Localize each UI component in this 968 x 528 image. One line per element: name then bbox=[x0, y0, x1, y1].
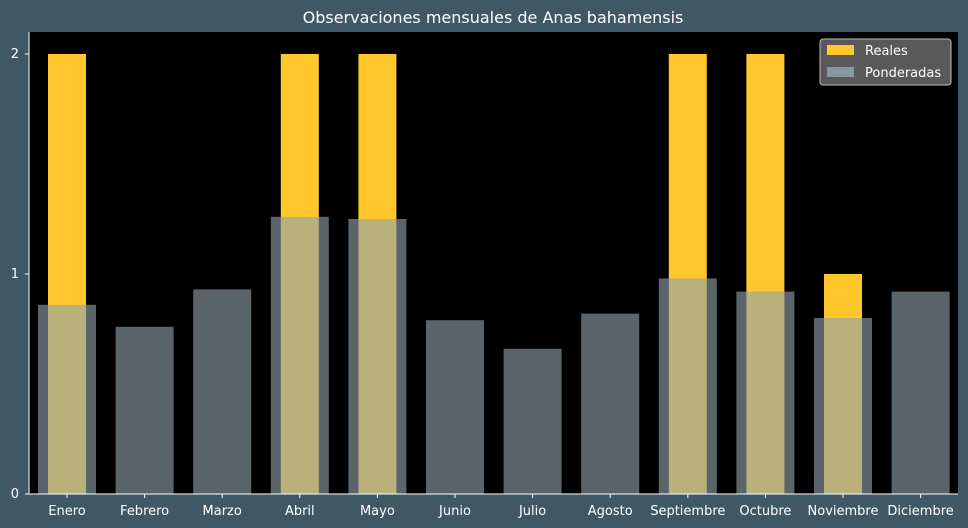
bar-ponderadas-mayo bbox=[348, 219, 407, 494]
bar-ponderadas-marzo bbox=[193, 289, 252, 494]
x-tick-label: Octubre bbox=[739, 504, 791, 519]
x-tick-label: Junio bbox=[438, 504, 471, 519]
x-tick-label: Mayo bbox=[360, 504, 395, 519]
bar-ponderadas-septiembre bbox=[658, 278, 717, 494]
x-tick-label: Noviembre bbox=[808, 504, 879, 519]
legend-label-ponderadas: Ponderadas bbox=[865, 66, 941, 81]
x-tick-label: Agosto bbox=[588, 504, 633, 519]
x-tick-label: Enero bbox=[48, 504, 86, 519]
bar-ponderadas-octubre bbox=[736, 291, 795, 494]
chart-title: Observaciones mensuales de Anas bahamens… bbox=[303, 8, 684, 27]
bar-ponderadas-febrero bbox=[115, 326, 174, 494]
x-tick-label: Marzo bbox=[203, 504, 242, 519]
legend-swatch-ponderadas bbox=[827, 67, 854, 77]
legend-swatch-reales bbox=[827, 45, 854, 55]
plot-area bbox=[29, 32, 958, 494]
x-tick-label: Julio bbox=[518, 504, 546, 519]
x-tick-label: Septiembre bbox=[650, 504, 725, 519]
bar-ponderadas-julio bbox=[503, 348, 562, 494]
x-axis: Enero Febrero Marzo Abril Mayo Junio Julio Agos… bbox=[29, 493, 958, 519]
y-tick-label: 2 bbox=[11, 47, 19, 62]
bar-ponderadas-enero bbox=[38, 304, 96, 494]
y-tick-label: 0 bbox=[11, 487, 19, 502]
x-tick-label: Abril bbox=[285, 504, 315, 519]
x-tick-label: Febrero bbox=[120, 504, 169, 519]
bar-ponderadas-abril bbox=[270, 216, 329, 495]
bar-ponderadas-noviembre bbox=[814, 318, 872, 494]
x-tick-label: Diciembre bbox=[887, 504, 953, 519]
legend-label-reales: Reales bbox=[865, 44, 908, 59]
y-axis: 0 1 2 bbox=[11, 32, 30, 502]
bar-ponderadas-junio bbox=[426, 320, 484, 494]
y-tick-label: 1 bbox=[11, 267, 19, 282]
bar-ponderadas-diciembre bbox=[891, 291, 950, 494]
bar-ponderadas-agosto bbox=[581, 313, 640, 494]
legend: Reales Ponderadas bbox=[819, 38, 952, 86]
